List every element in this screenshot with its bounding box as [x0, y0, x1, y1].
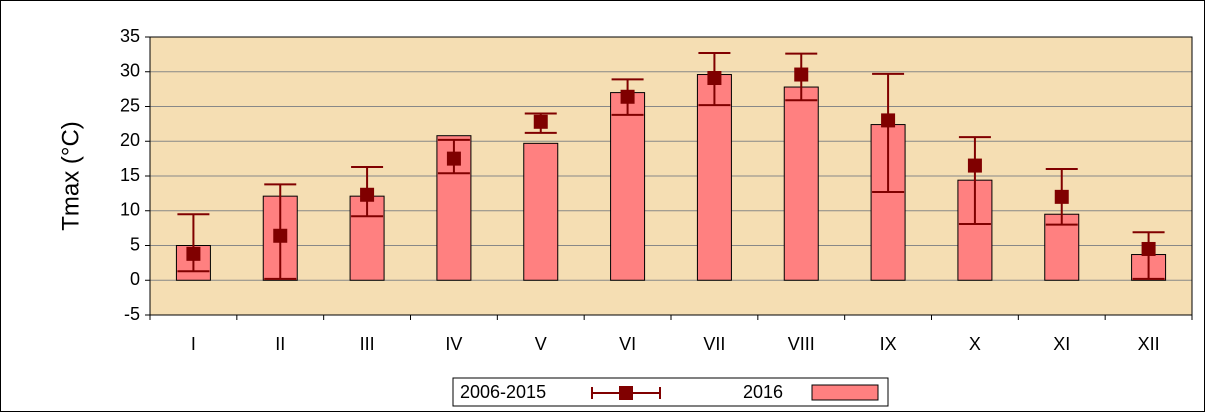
bar: [523, 142, 559, 281]
x-tick-label: II: [275, 334, 285, 354]
point: [620, 89, 635, 104]
legend-label: 2016: [743, 382, 783, 402]
legend-swatch: [811, 384, 879, 401]
y-tick-label: 5: [130, 234, 140, 254]
y-tick-label: 30: [120, 61, 140, 81]
point: [446, 151, 461, 166]
point: [967, 158, 982, 173]
y-axis-label: Tmax (°C): [57, 121, 84, 231]
point: [360, 187, 375, 202]
x-tick-label: III: [360, 334, 375, 354]
x-tick-label: IV: [445, 334, 462, 354]
x-tick-label: VI: [619, 334, 636, 354]
bar: [783, 86, 819, 281]
legend-label: 2006-2015: [460, 382, 546, 402]
x-tick-label: X: [969, 334, 981, 354]
bar: [610, 92, 646, 281]
legend-swatch: [619, 386, 633, 400]
y-tick-label: 0: [130, 269, 140, 289]
x-tick-label: V: [535, 334, 547, 354]
y-tick-label: -5: [124, 304, 140, 324]
x-tick-label: XII: [1138, 334, 1160, 354]
y-tick-label: 20: [120, 130, 140, 150]
point: [533, 114, 548, 129]
point: [273, 228, 288, 243]
x-tick-label: VII: [703, 334, 725, 354]
y-tick-label: 25: [120, 95, 140, 115]
point: [794, 67, 809, 82]
x-tick-label: VIII: [788, 334, 815, 354]
point: [1141, 241, 1156, 256]
x-tick-label: XI: [1053, 334, 1070, 354]
x-tick-label: I: [191, 334, 196, 354]
point: [186, 246, 201, 261]
point: [1054, 189, 1069, 204]
y-tick-label: 35: [120, 26, 140, 46]
point: [881, 113, 896, 128]
point: [707, 71, 722, 86]
y-tick-label: 15: [120, 165, 140, 185]
y-tick-label: 10: [120, 200, 140, 220]
bar: [696, 74, 732, 281]
x-tick-label: IX: [880, 334, 897, 354]
